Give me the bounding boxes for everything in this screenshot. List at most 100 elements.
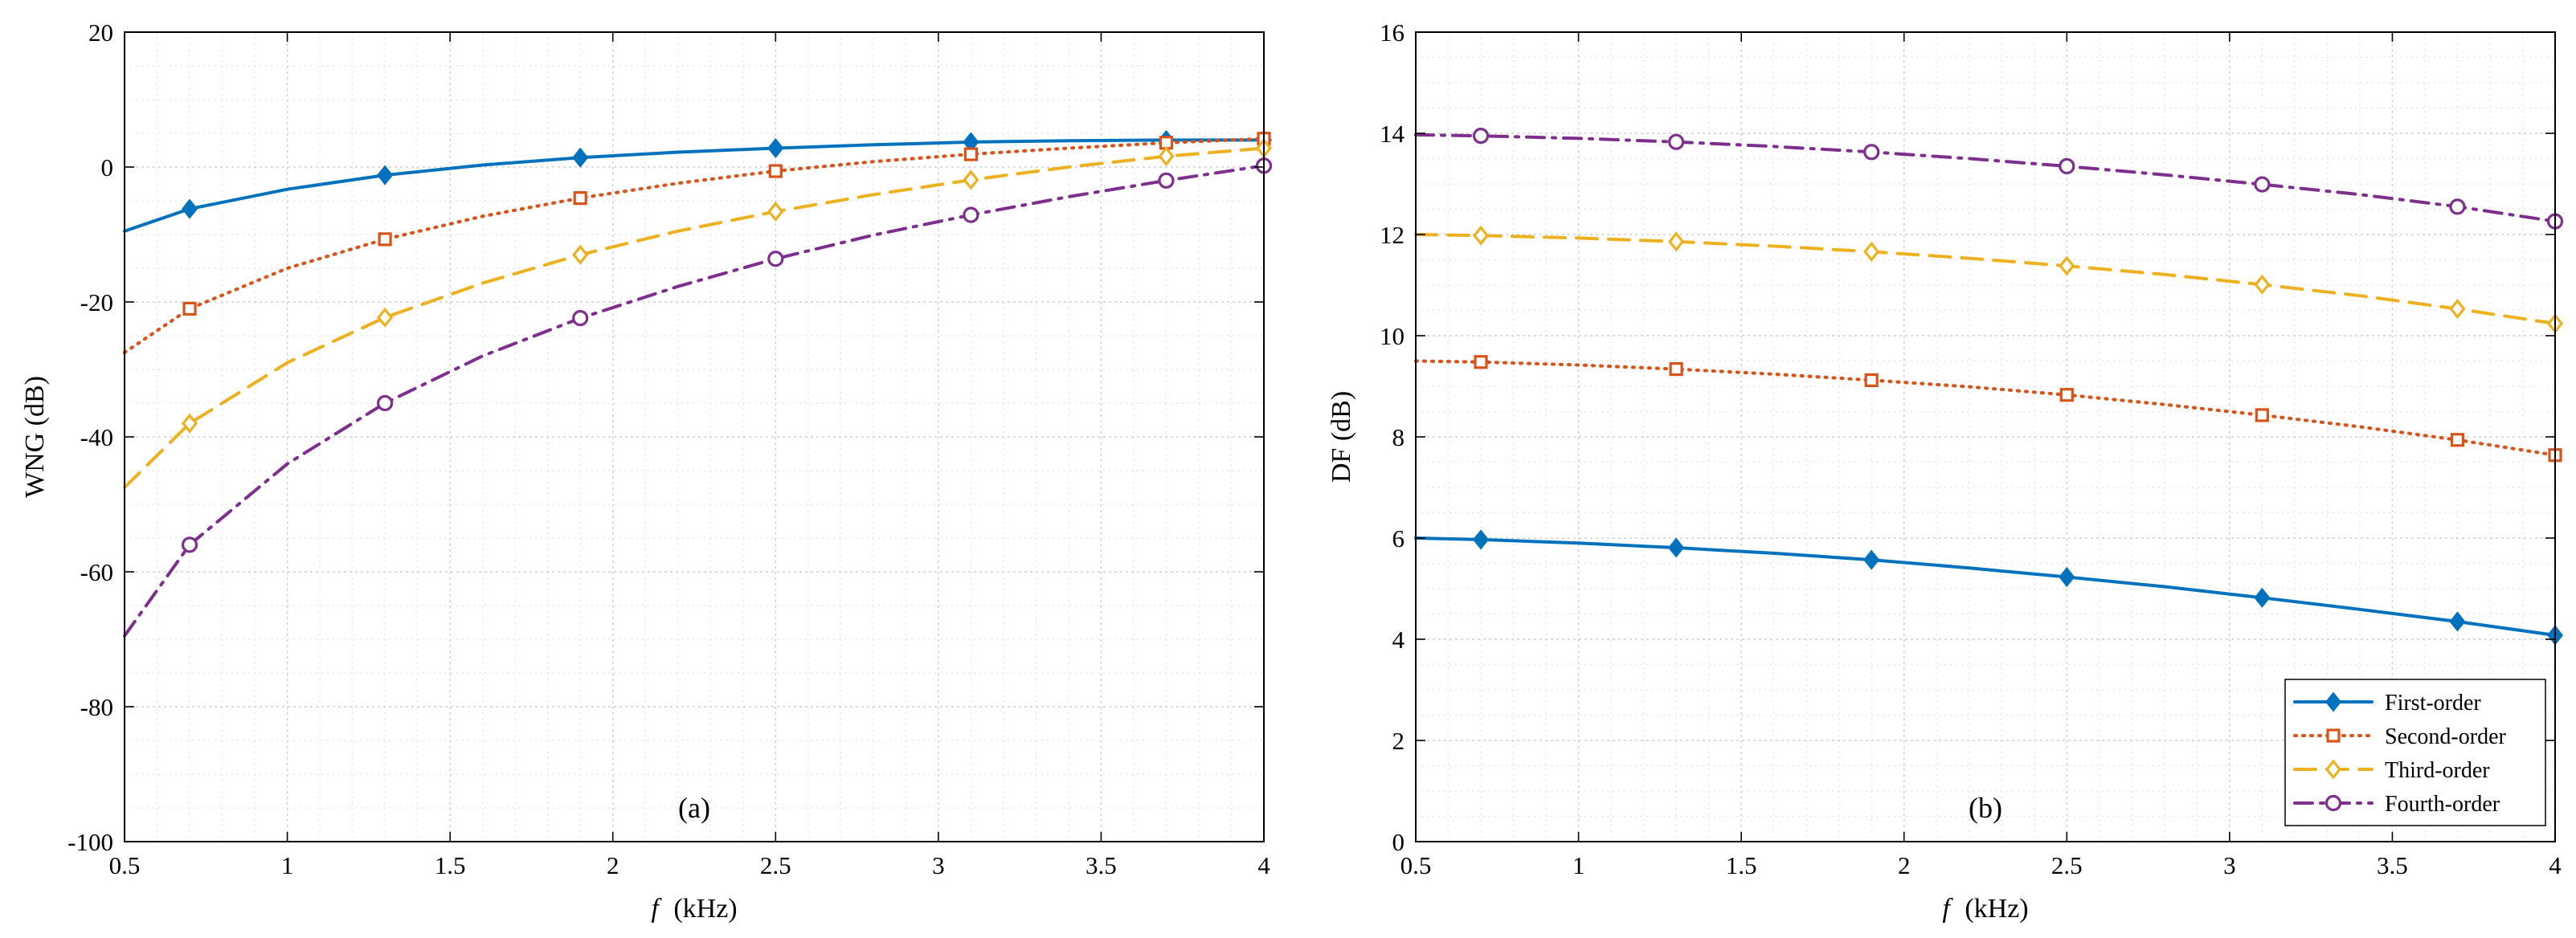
data-point: [2449, 299, 2466, 320]
xlabel-units-b: (kHz): [1965, 894, 2028, 924]
x-tick-label: 1.5: [1726, 851, 1757, 879]
y-tick-label: 16: [1380, 18, 1405, 47]
data-point: [378, 232, 392, 247]
data-point: [2449, 611, 2466, 632]
data-point: [963, 206, 979, 223]
data-point: [181, 198, 198, 219]
series-line: [123, 146, 1266, 489]
y-tick-label: 20: [88, 18, 113, 47]
x-tick-label: 0.5: [109, 851, 141, 879]
data-point: [963, 169, 979, 190]
data-point: [181, 536, 198, 553]
xlabel-symbol-b: f: [1942, 894, 1953, 924]
data-point: [1472, 529, 1490, 550]
data-point: [768, 164, 783, 178]
series-line: [122, 137, 1266, 355]
data-point: [1158, 172, 1175, 189]
legend-entries: First-order Second-order Third-order Fourth…: [2293, 691, 2507, 817]
data-point: [1863, 549, 1880, 570]
x-tick-label: 1.5: [435, 851, 466, 879]
series-line: [1414, 133, 2557, 223]
y-tick-label: 0: [1392, 828, 1405, 856]
series-first-order-b: [1414, 529, 2564, 646]
y-tick-label: 2: [1392, 727, 1405, 755]
y-tick-label: 14: [1380, 120, 1405, 148]
series-line: [123, 138, 1266, 233]
data-point: [1863, 144, 1880, 161]
data-point: [2449, 198, 2466, 215]
series-group-a: [122, 129, 1273, 638]
x-tick-label: 3: [932, 851, 945, 879]
data-point: [2255, 408, 2269, 422]
series-third-order-a: [123, 137, 1273, 489]
xlabel-units-a: (kHz): [673, 894, 737, 924]
legend-item: Third-order: [2293, 758, 2490, 783]
x-tick-label: 2.5: [2051, 851, 2083, 879]
legend-label: First-order: [2385, 691, 2481, 716]
data-point: [2059, 157, 2075, 175]
series-second-order-a: [122, 132, 1271, 355]
panel-label-b: (b): [1969, 792, 2002, 824]
data-point: [767, 251, 784, 267]
y-tick-label: -20: [80, 288, 113, 316]
y-tick-label: 0: [101, 153, 114, 181]
y-tick-label: 10: [1380, 322, 1405, 350]
x-tick-label: 2: [1898, 851, 1911, 879]
data-point: [573, 191, 587, 206]
data-point: [181, 413, 198, 434]
legend-label: Fourth-order: [2385, 792, 2500, 817]
df-chart: 0.5 1 1.5 2 2.5 3 3.5 4 0 2 4 6 8 10 12 14 16 DF (dB) f …: [1327, 18, 2564, 924]
legend-marker: [2325, 759, 2342, 780]
data-point: [963, 147, 978, 161]
xlabel-b: f (kHz): [1942, 894, 2028, 924]
y-tick-label: -100: [67, 828, 113, 856]
series-line: [1414, 536, 2557, 637]
legend-label: Third-order: [2385, 758, 2490, 783]
series-line: [123, 164, 1266, 638]
x-tick-label: 4: [2549, 851, 2562, 879]
data-point: [572, 147, 589, 168]
data-point: [377, 394, 394, 412]
series-fourth-order-a: [123, 157, 1273, 638]
data-point: [182, 301, 197, 316]
data-point: [1474, 355, 1488, 369]
legend-marker: [2325, 794, 2342, 812]
x-tick-label: 2.5: [760, 851, 791, 879]
data-point: [2059, 388, 2074, 402]
data-point: [1472, 128, 1490, 145]
xlabel-a: f (kHz): [651, 894, 737, 924]
data-point: [1863, 241, 1880, 262]
x-tick-label: 1: [281, 851, 294, 879]
x-tick-label: 0.5: [1400, 851, 1432, 879]
data-point: [767, 137, 784, 159]
legend-marker: [2325, 691, 2342, 712]
legend-label: Second-order: [2385, 724, 2507, 749]
y-tick-label: -40: [80, 423, 113, 451]
ylabel-b: DF (dB): [1327, 391, 1356, 483]
y-tick-label: -80: [80, 693, 113, 721]
data-point: [377, 165, 394, 186]
series-third-order-b: [1414, 225, 2564, 334]
wng-chart: 0.5 1 1.5 2 2.5 3 3.5 4 -100 -80 -60 -40 -20 0 20 WNG …: [20, 18, 1273, 924]
xlabel-symbol-a: f: [651, 894, 662, 924]
data-point: [2059, 566, 2075, 588]
legend-marker: [2326, 728, 2341, 743]
y-tick-label: 4: [1392, 626, 1405, 654]
panel-label-a: (a): [678, 792, 710, 824]
legend: First-order Second-order Third-order Fourth…: [2284, 679, 2546, 826]
legend-item: First-order: [2293, 691, 2481, 716]
y-tick-label: 8: [1392, 423, 1405, 451]
data-point: [1668, 537, 1685, 558]
x-tick-label: 3: [2223, 851, 2236, 879]
data-point: [1669, 361, 1683, 377]
x-tick-label: 4: [1257, 851, 1270, 879]
data-point: [572, 310, 589, 327]
series-line: [1414, 233, 2557, 325]
data-point: [2254, 587, 2271, 608]
data-point: [572, 244, 589, 265]
y-tick-label: 12: [1380, 221, 1405, 249]
legend-item: Fourth-order: [2293, 792, 2500, 817]
data-point: [2254, 176, 2271, 193]
data-point: [1158, 145, 1175, 167]
